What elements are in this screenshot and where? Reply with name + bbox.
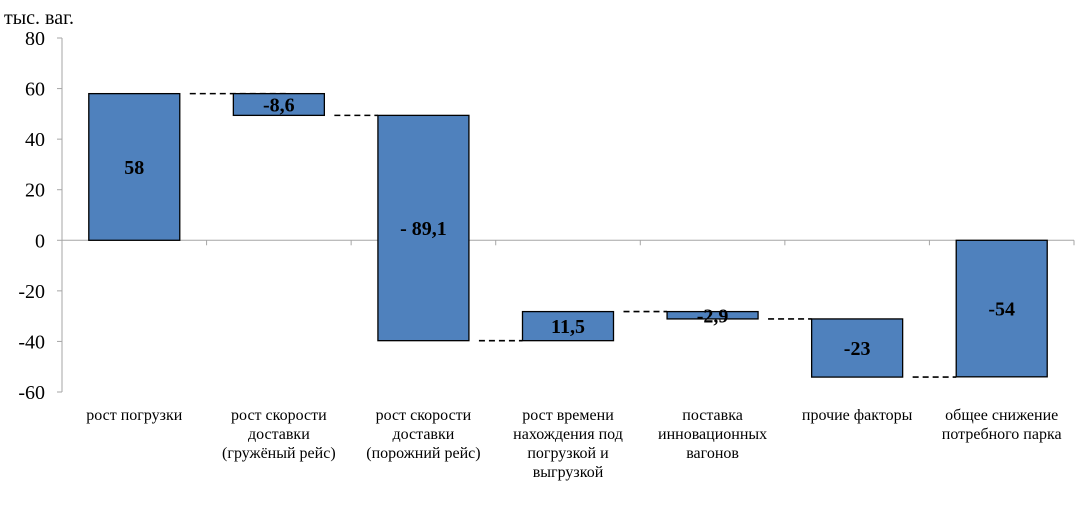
category-label: рост погрузки	[86, 407, 183, 424]
data-label: 11,5	[551, 316, 585, 338]
bar	[666, 310, 759, 320]
category-label: рост скорости доставки (гружёный рейс)	[222, 407, 336, 462]
category-label-line: потребного парка	[942, 426, 1062, 443]
bar	[955, 239, 1048, 378]
category-label-line: поставка	[682, 407, 743, 424]
category-label-line: (порожний рейс)	[366, 445, 480, 462]
category-label-line: вагонов	[686, 445, 739, 462]
category-label-line: рост скорости	[376, 407, 472, 424]
category-label: прочие факторы	[802, 407, 913, 424]
data-label: -2,9	[697, 305, 729, 327]
data-labels: 58 -8,6 - 89,1 11,5 -2,9 -23 -54	[124, 95, 1015, 361]
category-label-line: нахождения под	[513, 426, 623, 443]
y-tick-label: 20	[25, 180, 45, 202]
category-labels: рост погрузки рост скорости доставки (гружё…	[86, 407, 1061, 481]
category-label-line: выгрузкой	[533, 464, 604, 481]
y-tick-label: -40	[18, 331, 45, 353]
category-label: общее снижение потребного парка	[942, 407, 1062, 443]
data-label: - 89,1	[400, 218, 447, 240]
y-tick-label: 0	[35, 230, 45, 252]
bar	[810, 318, 904, 378]
data-label: -23	[844, 338, 871, 360]
bar	[521, 310, 615, 342]
x-axis	[61, 239, 1075, 246]
bar	[232, 92, 326, 117]
y-tick-label: 40	[25, 129, 45, 151]
y-axis: 80 60 40 20 0 -20 -40 -60	[18, 28, 63, 404]
category-label-line: погрузкой и	[527, 445, 609, 462]
bar	[377, 114, 470, 342]
bar	[88, 92, 181, 241]
y-tick-label: -20	[18, 281, 45, 303]
category-label-line: инновационных	[658, 426, 767, 443]
category-label: рост скорости доставки (порожний рейс)	[366, 407, 480, 462]
category-label-line: доставки	[393, 426, 455, 443]
data-label: -8,6	[263, 95, 295, 117]
category-label-line: рост погрузки	[86, 407, 183, 424]
data-label: 58	[124, 157, 144, 179]
category-label-line: доставки	[248, 426, 310, 443]
y-tick-label: 60	[25, 79, 45, 101]
y-tick-label: -60	[18, 382, 45, 404]
y-tick-label: 80	[25, 28, 45, 50]
category-label: поставка инновационных вагонов	[658, 407, 767, 462]
category-label-line: (гружёный рейс)	[222, 445, 336, 462]
bars	[88, 92, 1048, 378]
category-label-line: рост времени	[522, 407, 614, 424]
category-label-line: общее снижение	[945, 407, 1058, 424]
category-label-line: прочие факторы	[802, 407, 913, 424]
y-unit-label: тыс. ваг.	[4, 7, 74, 29]
category-label: рост времени нахождения под погрузкой и выг…	[513, 407, 623, 481]
category-label-line: рост скорости	[231, 407, 327, 424]
data-label: -54	[988, 299, 1015, 321]
